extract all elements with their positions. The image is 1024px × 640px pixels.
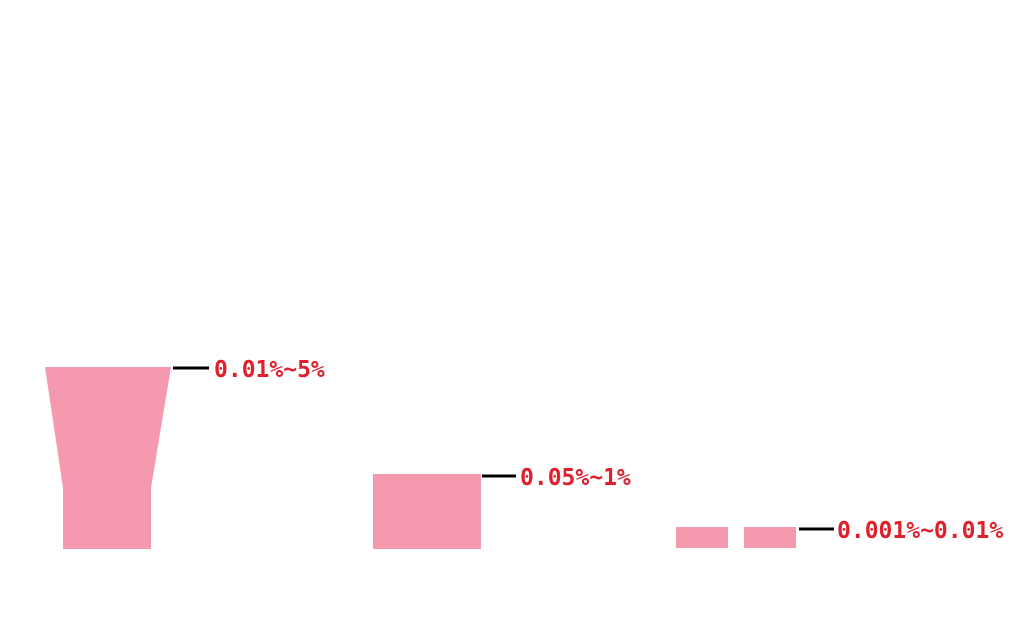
tapered-vessel-group: 0.01%~5% [45,357,325,549]
rectangular-block-group: 0.05%~1% [373,465,631,549]
thin-slab-right [744,527,796,548]
tapered-vessel-range-label: 0.01%~5% [214,357,325,383]
rectangular-block-range-label: 0.05%~1% [520,465,631,491]
tapered-vessel-shape [45,367,171,549]
twin-thin-slabs-group: 0.001%~0.01% [676,518,1003,548]
twin-thin-slabs-range-label: 0.001%~0.01% [837,518,1003,544]
thin-slab-left [676,527,728,548]
rectangular-block-shape [373,474,481,549]
